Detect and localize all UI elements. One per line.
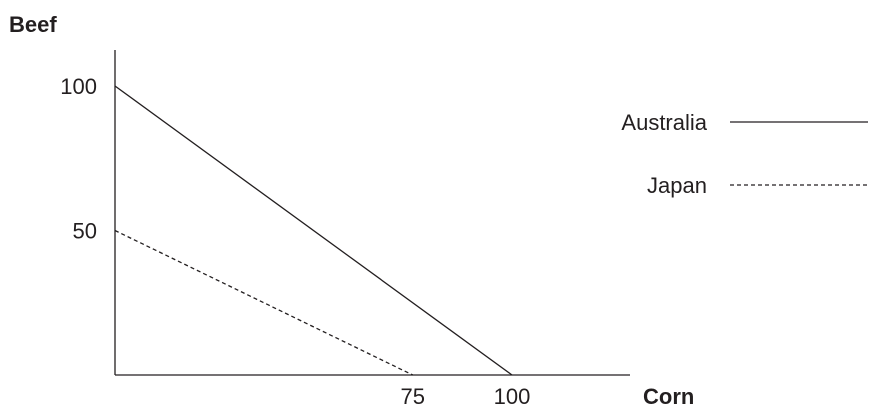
legend: Australia Japan <box>621 110 868 198</box>
x-tick-label: 100 <box>494 384 531 408</box>
x-axis-title: Corn <box>643 384 694 408</box>
x-tick-labels: 75 100 <box>401 384 531 408</box>
series-lines <box>114 85 513 376</box>
legend-label-japan: Japan <box>647 173 707 198</box>
y-axis-title: Beef <box>9 12 57 37</box>
legend-label-australia: Australia <box>621 110 707 135</box>
series-line-australia <box>114 85 513 376</box>
series-line-japan <box>114 229 414 376</box>
x-tick-label: 75 <box>401 384 425 408</box>
y-tick-label: 100 <box>60 74 97 99</box>
y-tick-label: 50 <box>73 219 97 244</box>
y-tick-labels: 50 100 <box>60 74 97 244</box>
